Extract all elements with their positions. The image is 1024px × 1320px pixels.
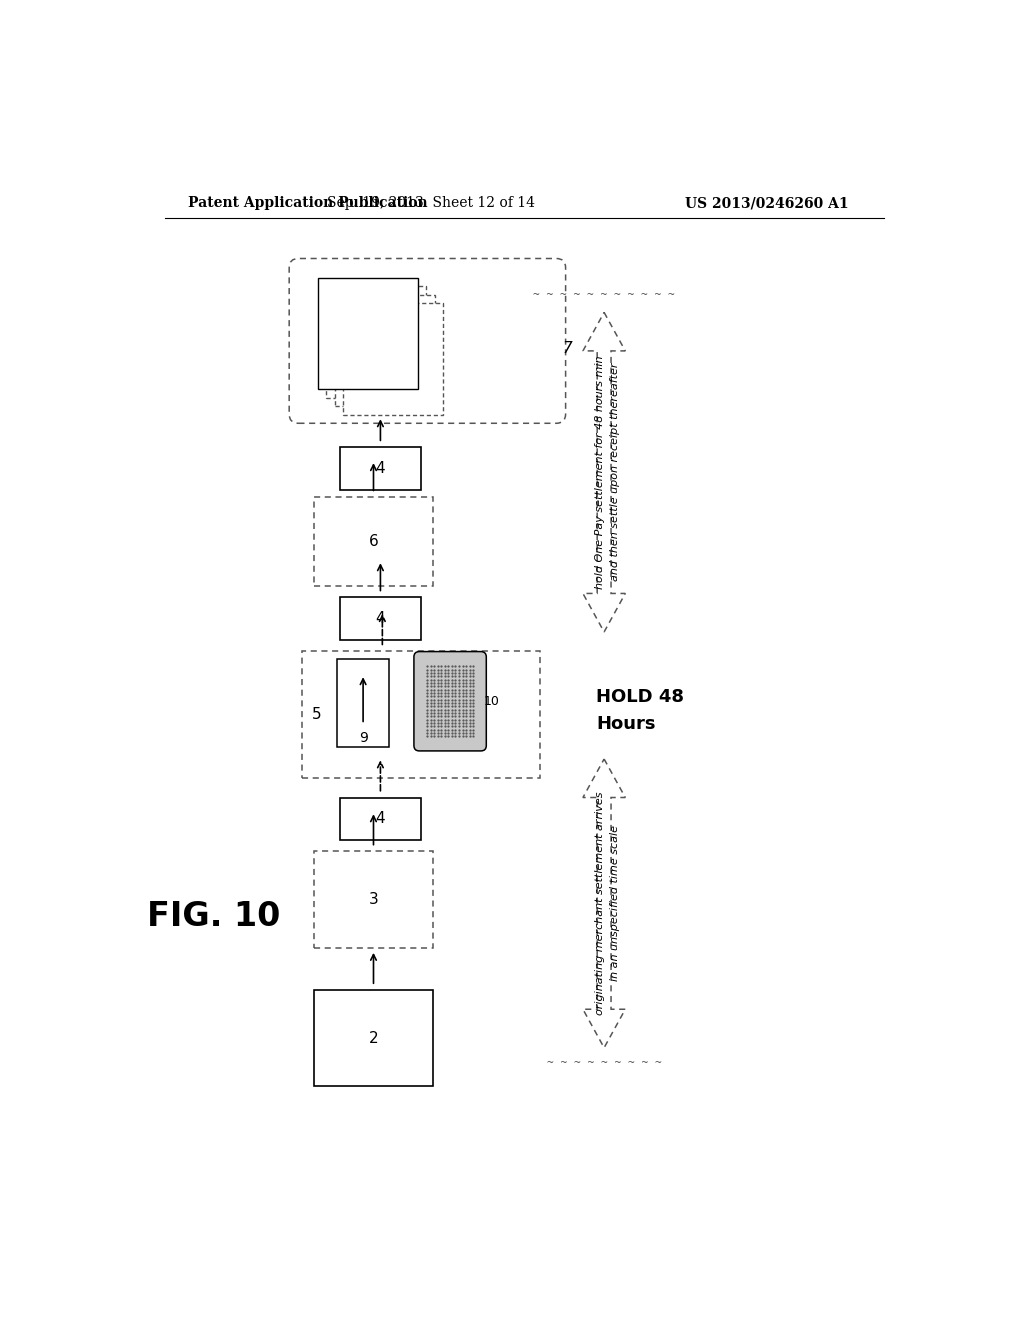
Text: Patent Application Publication: Patent Application Publication: [188, 197, 428, 210]
Text: and then settle upon receipt thereafter: and then settle upon receipt thereafter: [610, 363, 620, 581]
Bar: [313, 498, 433, 586]
Polygon shape: [583, 759, 626, 1048]
Bar: [337, 659, 389, 747]
Text: 5: 5: [312, 708, 322, 722]
Text: FIG. 10: FIG. 10: [147, 900, 281, 933]
Text: ~ ~ ~ ~ ~ ~ ~ ~ ~ ~ ~: ~ ~ ~ ~ ~ ~ ~ ~ ~ ~ ~: [534, 290, 675, 301]
Text: 4: 4: [376, 812, 385, 826]
Text: US 2013/0246260 A1: US 2013/0246260 A1: [685, 197, 849, 210]
FancyBboxPatch shape: [289, 259, 565, 424]
Bar: [343, 304, 443, 414]
Bar: [335, 294, 435, 407]
Text: Hours: Hours: [596, 715, 656, 734]
Text: Sep. 19, 2013  Sheet 12 of 14: Sep. 19, 2013 Sheet 12 of 14: [327, 197, 535, 210]
Text: 2: 2: [369, 1031, 378, 1045]
Bar: [340, 797, 421, 840]
Text: originating merchant settlement arrives: originating merchant settlement arrives: [595, 792, 605, 1015]
Text: 4: 4: [376, 461, 385, 475]
Bar: [317, 277, 418, 389]
Text: HOLD 48: HOLD 48: [596, 689, 684, 706]
Bar: [326, 286, 426, 397]
Bar: [301, 651, 541, 779]
Text: 3: 3: [369, 892, 379, 907]
Text: hold One Pay settlement for 48 hours min: hold One Pay settlement for 48 hours min: [595, 355, 605, 589]
Text: 7: 7: [562, 341, 572, 355]
Text: in an unspecified time scale: in an unspecified time scale: [610, 825, 620, 981]
Text: 10: 10: [484, 694, 500, 708]
Bar: [313, 990, 433, 1086]
Text: 6: 6: [369, 535, 379, 549]
Text: 4: 4: [376, 611, 385, 626]
Bar: [340, 447, 421, 490]
Bar: [340, 597, 421, 640]
Text: 9: 9: [358, 731, 368, 746]
Bar: [313, 851, 433, 948]
FancyBboxPatch shape: [414, 652, 486, 751]
Text: ~ ~ ~ ~ ~ ~ ~ ~ ~: ~ ~ ~ ~ ~ ~ ~ ~ ~: [547, 1059, 662, 1068]
Polygon shape: [583, 313, 626, 632]
